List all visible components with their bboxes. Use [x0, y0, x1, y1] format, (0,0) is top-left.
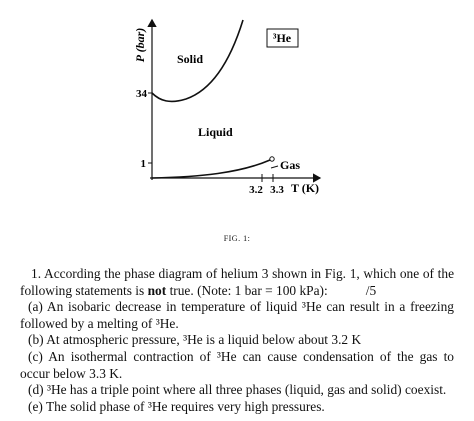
x-tick-label: 3.2 [249, 184, 263, 196]
x-tick-label: 3.3 [270, 184, 284, 196]
option: (b) At atmospheric pressure, ³He is a li… [28, 332, 362, 348]
option: (c) An isothermal contraction of ³He can… [20, 348, 454, 381]
y-axis-label: P (bar) [133, 28, 147, 63]
figure-caption: FIG. 1: [223, 234, 251, 243]
badge-box [266, 28, 299, 48]
stem-emphasis: not [147, 282, 167, 298]
question-stem: 1. According the phase diagram of helium… [20, 266, 454, 299]
stem-text: true. (Note: 1 bar = 100 kPa): [169, 282, 328, 298]
question-number: 1. [31, 266, 42, 281]
option: (a) An isobaric decrease in temperature … [20, 299, 454, 331]
region-label: Liquid [198, 125, 233, 139]
region-label: Gas [280, 158, 300, 172]
vapor-curve [151, 159, 271, 179]
gas-leader [270, 165, 279, 169]
x-axis-label: T (K) [291, 181, 319, 195]
critical-point [269, 156, 275, 162]
phase-diagram: ³He P (bar) T (K) 34 1 3.2 3.3 Solid Liq… [133, 18, 322, 196]
y-tick-label: 1 [141, 158, 147, 170]
melting-curve [151, 19, 244, 103]
y-tick-label: 34 [136, 88, 148, 100]
points: /5 [365, 282, 377, 298]
options: (a) An isobaric decrease in temperature … [20, 299, 454, 415]
region-label: Solid [177, 52, 203, 66]
stem-text: According the phase diagram of helium 3 … [20, 266, 455, 298]
badge: ³He [273, 31, 292, 45]
option: (e) The solid phase of ³He requires very… [28, 398, 325, 414]
option: (d) ³He has a triple point where all thr… [28, 382, 447, 398]
question: 1. According the phase diagram of helium… [20, 266, 454, 415]
